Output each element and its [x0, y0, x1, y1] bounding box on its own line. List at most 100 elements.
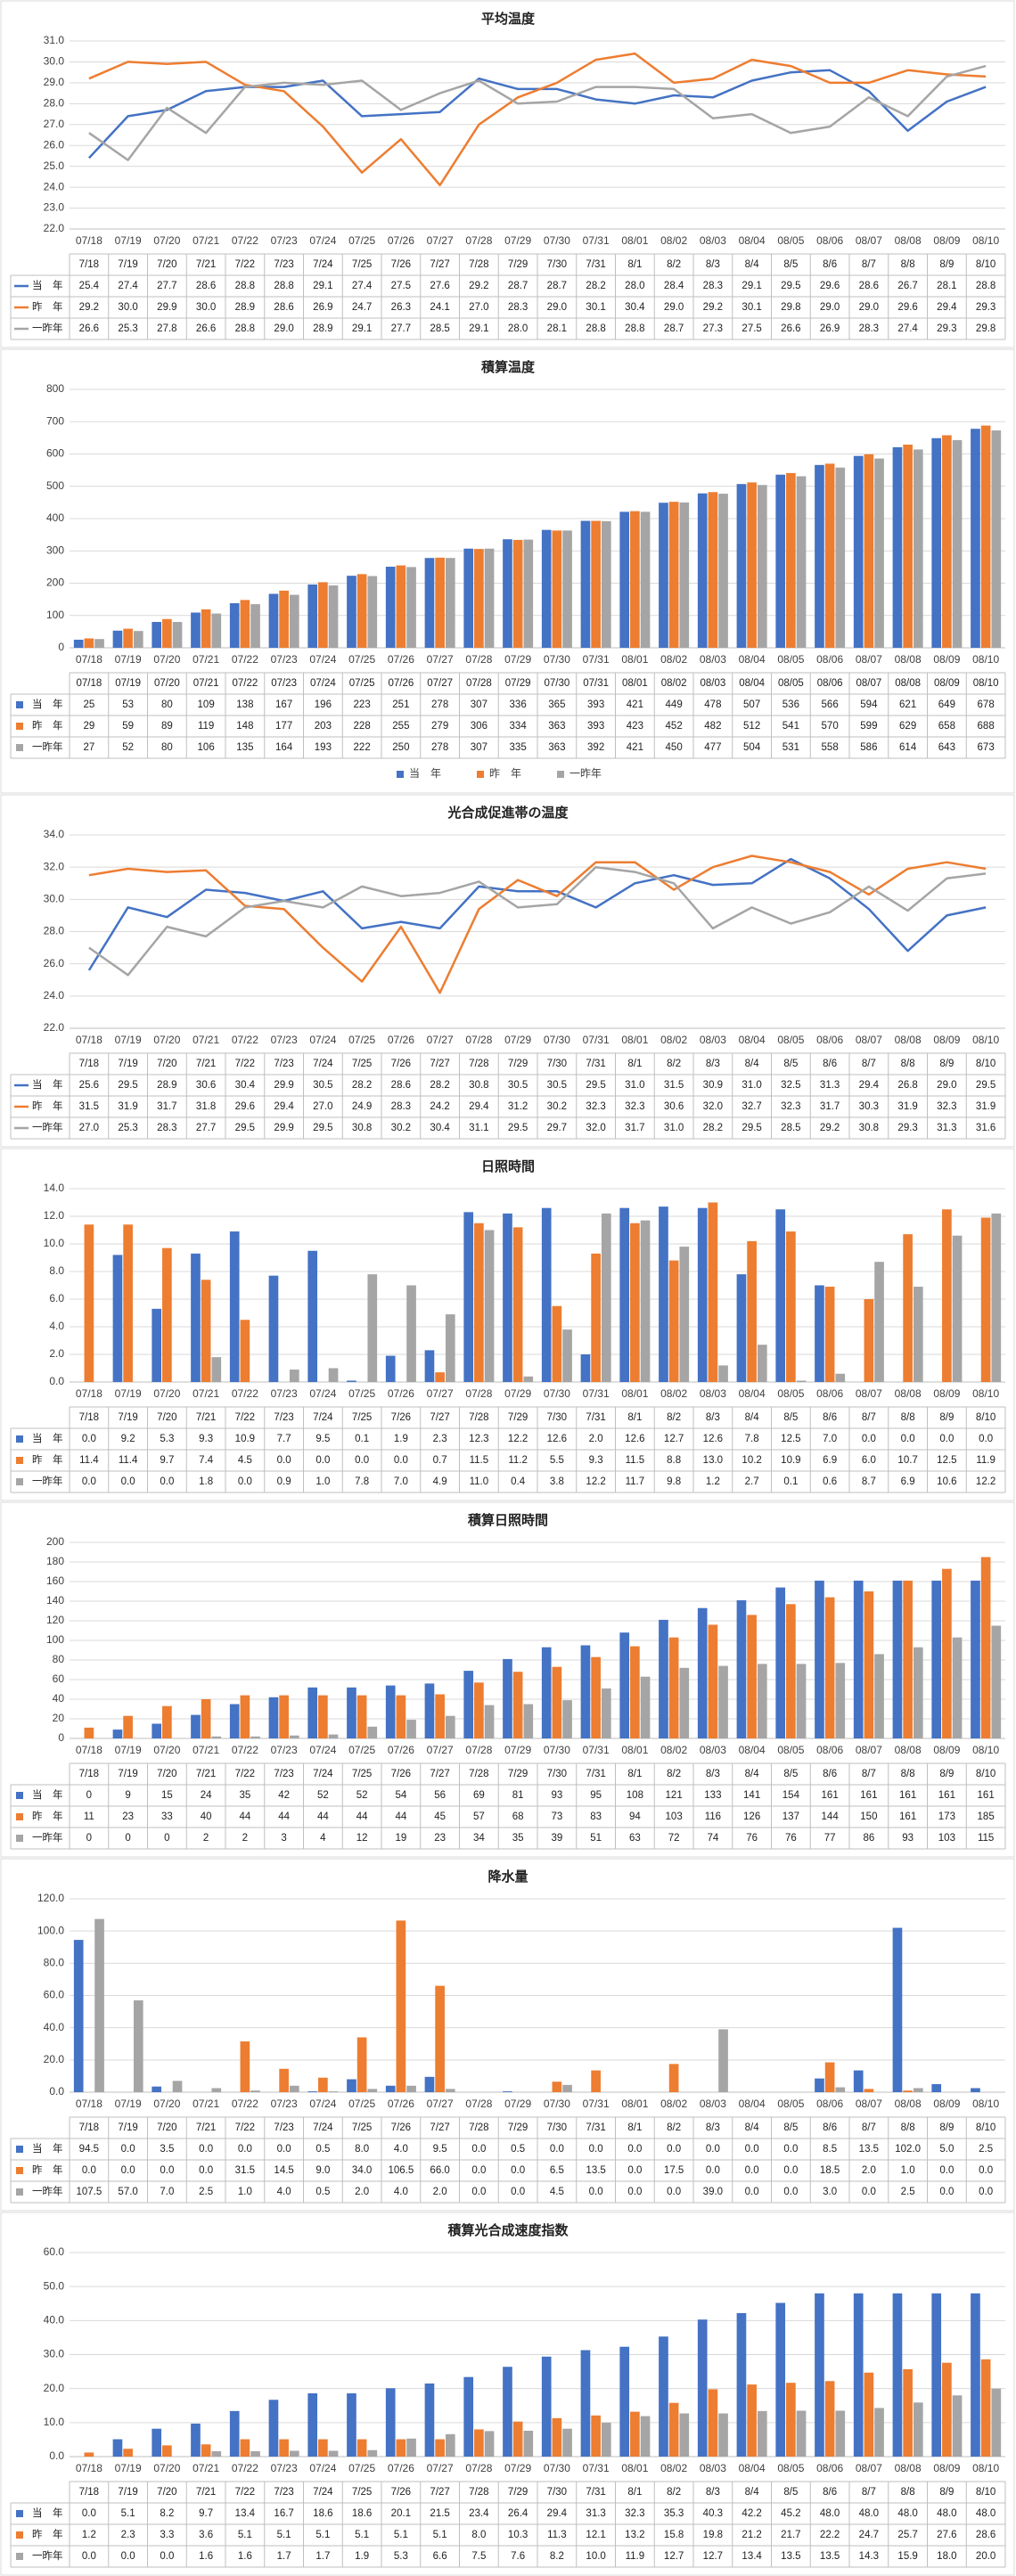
- legend-swatch: [557, 771, 564, 778]
- table-header: 8/6: [823, 2122, 837, 2133]
- x-tick-label: 08/05: [777, 653, 804, 666]
- table-cell: 25.3: [118, 1123, 137, 1133]
- table-header: 07/27: [427, 678, 453, 689]
- y-tick-label: 140: [46, 1594, 64, 1607]
- table-cell: 5.1: [238, 2530, 252, 2540]
- x-tick-label: 07/27: [427, 653, 454, 666]
- bar: [191, 612, 201, 648]
- table-cell: 32.5: [781, 1080, 800, 1091]
- table-cell: 531: [782, 742, 799, 753]
- table-cell: 196: [315, 699, 332, 710]
- x-tick-label: 07/23: [271, 1387, 298, 1400]
- bar: [307, 1250, 318, 1382]
- table-header: 7/20: [157, 1059, 176, 1069]
- table-cell: 31.5: [664, 1080, 684, 1091]
- table-row-label: 当 年: [32, 1788, 63, 1801]
- table-header: 7/19: [118, 1059, 137, 1069]
- bar: [406, 1720, 416, 1738]
- table-cell: 0.0: [394, 1455, 408, 1466]
- x-tick-label: 08/09: [933, 234, 960, 247]
- table-cell: 109: [198, 699, 215, 710]
- table-cell: 643: [938, 742, 955, 753]
- x-tick-label: 07/25: [348, 1387, 375, 1400]
- bar: [980, 425, 991, 648]
- table-cell: 4.0: [394, 2144, 408, 2155]
- bar: [307, 584, 318, 648]
- table-header: 07/25: [349, 678, 375, 689]
- table-cell: 30.6: [196, 1080, 216, 1091]
- table-cell: 25.4: [79, 281, 100, 291]
- bar: [991, 1213, 1002, 1382]
- bar: [424, 2076, 435, 2092]
- bar: [931, 1580, 942, 1738]
- table-header: 7/21: [196, 1412, 216, 1423]
- table-cell: 13.4: [235, 2508, 256, 2519]
- x-tick-label: 07/24: [309, 653, 336, 666]
- x-tick-label: 07/22: [232, 1034, 258, 1046]
- table-cell: 0.0: [160, 1476, 174, 1487]
- bar: [328, 1368, 339, 1382]
- table-cell: 450: [666, 742, 683, 753]
- bar: [640, 511, 651, 648]
- table-cell: 12.5: [937, 1455, 956, 1466]
- bar: [523, 539, 534, 648]
- x-tick-label: 08/02: [660, 2098, 687, 2110]
- table-header: 7/22: [235, 2122, 255, 2133]
- table-header: 7/23: [274, 1059, 293, 1069]
- table-header: 8/6: [823, 259, 837, 270]
- table-header: 8/4: [745, 2487, 760, 2498]
- bar: [952, 2395, 963, 2457]
- table-cell: 13.0: [703, 1455, 723, 1466]
- table-cell: 28.2: [430, 1080, 449, 1091]
- table-cell: 28.2: [703, 1123, 723, 1133]
- bar: [630, 1646, 640, 1738]
- bar: [824, 1287, 835, 1382]
- table-cell: 6.9: [901, 1476, 915, 1487]
- bar: [307, 2393, 318, 2457]
- table-cell: 11.5: [470, 1455, 489, 1466]
- table-cell: 103: [938, 1833, 955, 1844]
- table-cell: 2.5: [901, 2187, 915, 2197]
- table-cell: 20.1: [391, 2508, 411, 2519]
- bar: [201, 2444, 211, 2457]
- bar: [892, 1927, 903, 2092]
- table-cell: 393: [587, 721, 604, 732]
- table-cell: 26.9: [820, 323, 840, 334]
- table-cell: 1.0: [315, 1476, 330, 1487]
- bar: [211, 2450, 222, 2457]
- bar: [133, 631, 143, 648]
- table-cell: 0.0: [199, 2144, 213, 2155]
- x-tick-label: 08/04: [739, 234, 766, 247]
- x-tick-label: 08/03: [700, 2098, 726, 2110]
- table-cell: 29.5: [118, 1080, 137, 1091]
- table-cell: 23: [434, 1833, 446, 1844]
- table-cell: 28.3: [703, 281, 723, 291]
- bar: [347, 1380, 356, 1382]
- table-header: 8/5: [783, 1412, 798, 1423]
- table-cell: 31.2: [508, 1101, 528, 1112]
- x-tick-label: 07/20: [153, 2098, 180, 2110]
- table-cell: 29.2: [703, 302, 723, 313]
- bar: [619, 1207, 630, 1382]
- table-cell: 29.8: [976, 323, 996, 334]
- bar: [347, 2079, 356, 2092]
- table-cell: 2.7: [745, 1476, 759, 1487]
- table-header: 8/7: [862, 2122, 876, 2133]
- bar: [268, 1697, 279, 1738]
- chart-title: 積算日照時間: [467, 1512, 548, 1528]
- table-header: 7/27: [430, 1059, 449, 1069]
- table-cell: 307: [471, 699, 488, 710]
- bar: [718, 1665, 728, 1738]
- table-cell: 29.0: [937, 1080, 956, 1091]
- table-header: 7/25: [352, 1059, 372, 1069]
- bar: [591, 2070, 601, 2092]
- table-row-label: 昨 年: [32, 1100, 63, 1112]
- legend-swatch: [477, 771, 484, 778]
- table-header: 7/29: [508, 1412, 528, 1423]
- y-tick-label: 4.0: [49, 1320, 64, 1332]
- bar: [512, 1227, 523, 1382]
- bar: [523, 2430, 534, 2457]
- y-tick-label: 60.0: [44, 1989, 65, 2001]
- table-cell: 30.5: [313, 1080, 332, 1091]
- table-cell: 29.0: [547, 302, 567, 313]
